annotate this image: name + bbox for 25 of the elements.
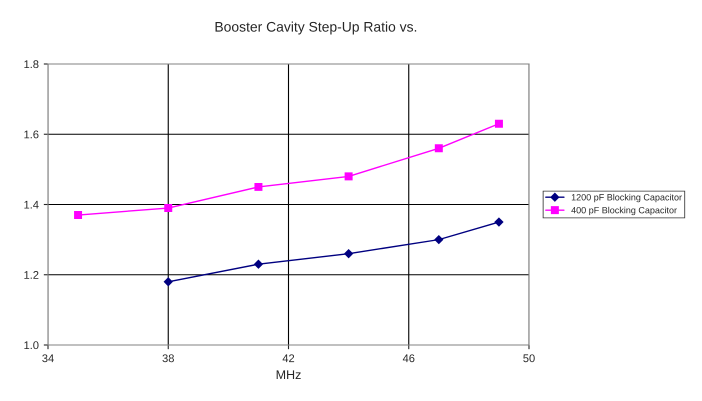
- point: [74, 211, 82, 220]
- point: [344, 249, 354, 258]
- x-axis-title: MHz: [276, 370, 301, 379]
- chart-title: Booster Cavity Step-Up Ratio vs.: [216, 22, 416, 34]
- x-tick-label: 38: [162, 354, 174, 362]
- point: [164, 204, 172, 212]
- legend-label: 1200 pF Blocking Capacitor: [572, 194, 682, 202]
- point: [344, 172, 353, 180]
- point: [434, 235, 444, 244]
- point: [434, 144, 443, 152]
- point: [254, 260, 263, 269]
- y-tick-label: 1.6: [24, 130, 38, 138]
- legend-label: 400 pF Blocking Capacitor: [571, 206, 677, 216]
- y-tick-label: 1.2: [24, 271, 38, 279]
- point: [164, 277, 173, 286]
- point: [254, 182, 262, 191]
- x-tick-label: 42: [282, 354, 294, 362]
- point: [494, 120, 503, 128]
- x-tick-label: 34: [42, 354, 54, 362]
- y-tick-label: 1.0: [24, 341, 39, 350]
- point: [494, 218, 504, 227]
- y-tick-label: 1.8: [24, 60, 38, 68]
- x-tick-label: 46: [402, 354, 414, 362]
- x-tick-label: 50: [523, 354, 535, 362]
- y-tick-label: 1.4: [24, 200, 39, 209]
